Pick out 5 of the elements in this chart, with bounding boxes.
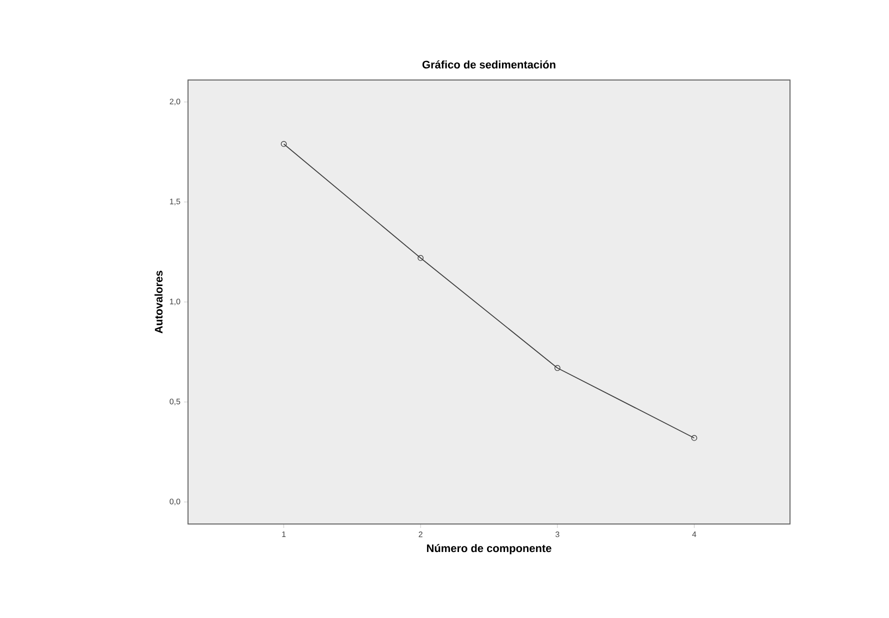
x-axis-title: Número de componente bbox=[427, 544, 552, 554]
point bbox=[554, 365, 560, 371]
y-axis-title: Autovalores bbox=[154, 270, 163, 334]
chart-title: Gráfico de sedimentación bbox=[422, 60, 556, 68]
point bbox=[418, 255, 424, 261]
